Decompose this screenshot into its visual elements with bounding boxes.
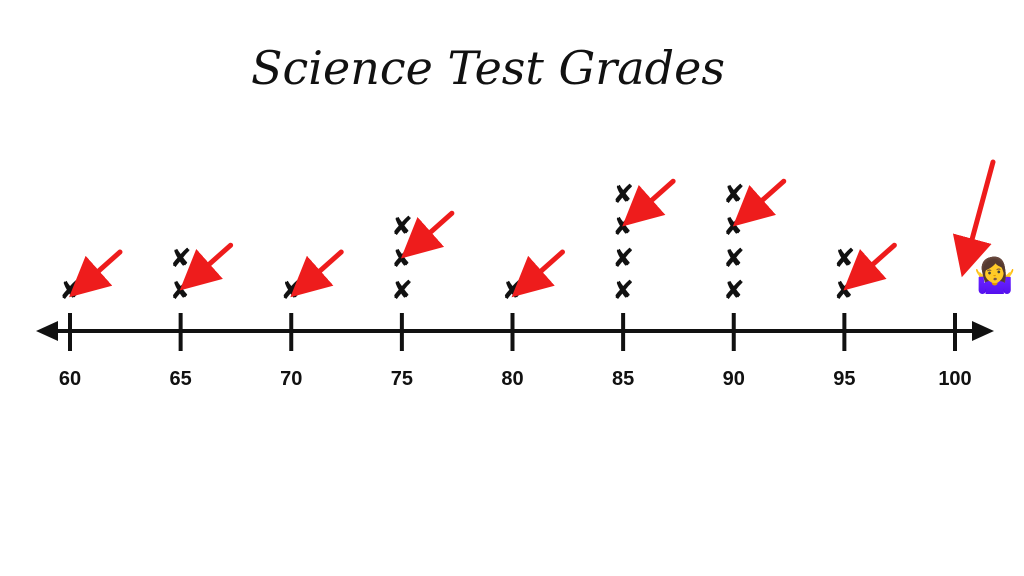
data-point-mark: ✘: [391, 244, 413, 274]
axis-left-arrowhead: [36, 321, 58, 341]
data-point-mark: ✘: [723, 244, 745, 274]
tick-label: 90: [723, 368, 745, 390]
annotation-arrow: [952, 159, 996, 278]
annotation-arrow: [400, 210, 455, 259]
tick-label: 95: [833, 368, 855, 390]
data-point-mark: ✘: [170, 276, 192, 306]
data-point-mark: ✘: [502, 276, 524, 306]
tick-label: 60: [59, 368, 81, 390]
annotation-arrows: 🤷‍♀️: [69, 159, 1016, 298]
shrug-emoji: 🤷‍♀️: [974, 254, 1016, 295]
data-point-mark: ✘: [170, 244, 192, 274]
annotation-arrow: [179, 242, 234, 291]
data-point-mark: ✘: [391, 212, 413, 242]
annotation-arrow: [69, 249, 123, 298]
annotation-arrow: [732, 178, 787, 227]
data-point-mark: ✘: [59, 276, 81, 306]
data-point-mark: ✘: [612, 276, 634, 306]
annotation-arrow: [511, 249, 565, 298]
annotation-arrow: [843, 242, 897, 291]
chart-title: Science Test Grades: [251, 41, 725, 95]
data-point-mark: ✘: [833, 276, 855, 306]
annotation-arrow: [622, 178, 676, 227]
data-point-mark: ✘: [612, 180, 634, 210]
tick-label: 65: [170, 368, 192, 390]
axis-ticks: [68, 313, 957, 351]
data-point-mark: ✘: [723, 276, 745, 306]
axis-right-arrowhead: [972, 321, 994, 341]
data-point-mark: ✘: [280, 276, 302, 306]
tick-label: 75: [391, 368, 413, 390]
tick-label: 85: [612, 368, 634, 390]
number-line-axis: [36, 321, 994, 341]
data-point-mark: ✘: [612, 212, 634, 242]
data-point-mark: ✘: [391, 276, 413, 306]
data-point-mark: ✘: [723, 180, 745, 210]
annotation-arrow: [290, 249, 344, 298]
data-point-mark: ✘: [833, 244, 855, 274]
data-point-mark: ✘: [612, 244, 634, 274]
tick-label: 70: [280, 368, 302, 390]
data-point-mark: ✘: [723, 212, 745, 242]
tick-label: 80: [501, 368, 523, 390]
axis-tick-labels: 60 65 70 75 80 85 90 95 100: [59, 368, 972, 390]
tick-label: 100: [938, 368, 971, 390]
data-marks: ✘ ✘✘✘ ✘✘✘✘ ✘✘✘✘✘✘✘✘✘✘: [59, 180, 855, 306]
